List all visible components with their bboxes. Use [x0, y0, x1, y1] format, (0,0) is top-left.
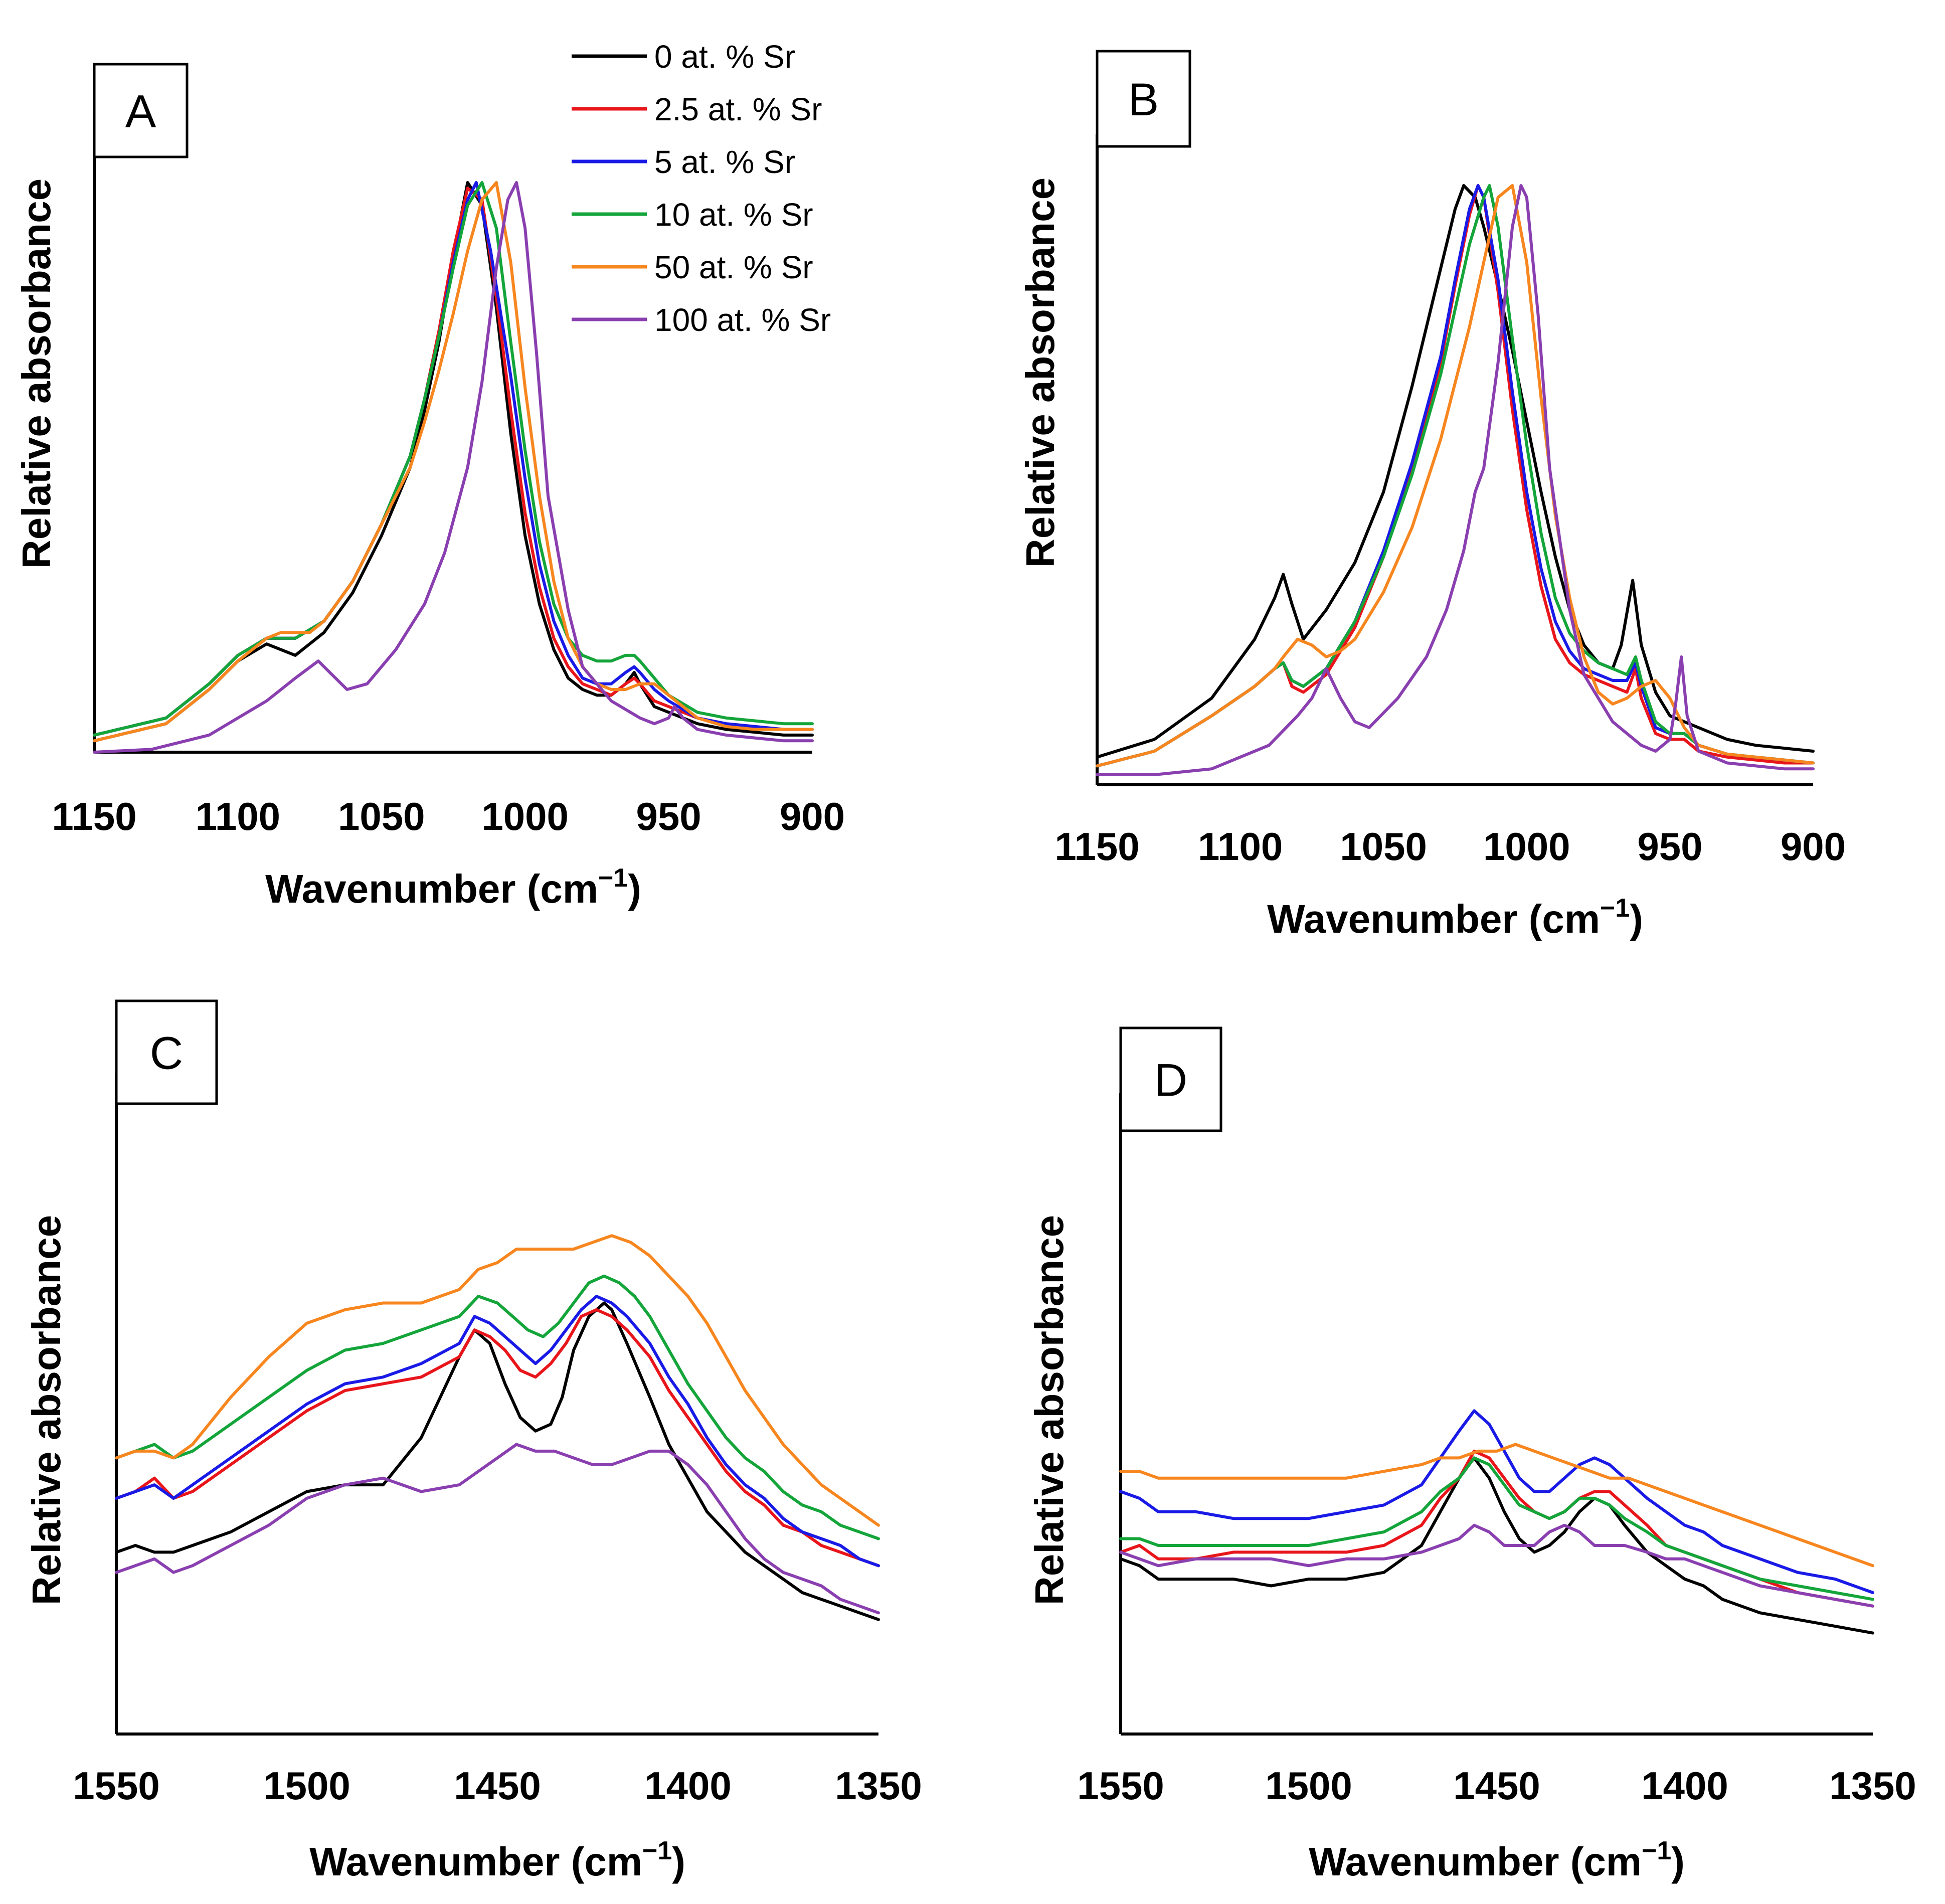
series-line-10--pct-sr: [1119, 1456, 1874, 1601]
x-tick-label: 1050: [338, 794, 425, 838]
legend-item: 100 at. % Sr: [572, 302, 831, 338]
x-tick-label: 1000: [1483, 824, 1570, 869]
y-axis-title: Relative absorbance: [1018, 178, 1063, 568]
legend-label: 100 at. % Sr: [654, 302, 831, 338]
panel-label-box: [115, 999, 218, 1105]
panel-label: D: [1154, 1055, 1187, 1106]
panel-label-box: [1119, 1026, 1222, 1132]
legend-label: 50 at. % Sr: [654, 249, 813, 285]
chart-panel-d: 1550 1500 1450 1400 1350 D Relative absorbance…: [1027, 1026, 1916, 1884]
x-tick-label: 1550: [1077, 1764, 1164, 1808]
x-tick-label: 950: [1637, 824, 1702, 869]
x-tick-label: 900: [780, 794, 845, 838]
x-tick-label: 1450: [1453, 1764, 1540, 1808]
x-tick-label: 1400: [644, 1764, 732, 1808]
series-line-2-5.-pct-sr: [115, 1308, 880, 1568]
series-line-50--pct-sr: [115, 1234, 880, 1527]
legend-item: 0 at. % Sr: [572, 39, 795, 75]
y-axis-title: Relative absorbance: [14, 179, 59, 569]
x-tick-label: 1100: [1198, 824, 1283, 869]
x-tick-label: 1400: [1641, 1764, 1728, 1808]
series-line-10--pct-sr: [115, 1274, 880, 1540]
x-tick-label: 1500: [1265, 1764, 1352, 1808]
legend-item: 5 at. % Sr: [572, 144, 795, 180]
panel-label-box: [93, 63, 189, 158]
series-line-5--pct-sr: [115, 1295, 880, 1568]
series-line-100--pct-sr: [1096, 184, 1815, 776]
x-tick-label: 1150: [52, 794, 136, 838]
x-tick-label: 1000: [481, 794, 569, 838]
legend-item: 50 at. % Sr: [572, 249, 813, 285]
legend-label: 0 at. % Sr: [654, 39, 795, 75]
legend-label: 2.5 at. % Sr: [654, 91, 822, 127]
series-line-100--pct-sr: [115, 1443, 880, 1615]
x-tick-label: 900: [1781, 824, 1846, 869]
legend-label: 5 at. % Sr: [654, 144, 795, 180]
x-tick-label: 1100: [196, 794, 280, 838]
legend-item: 2.5 at. % Sr: [572, 91, 822, 127]
x-tick-label: 1350: [1829, 1764, 1916, 1808]
series-line-50--pct-sr: [1119, 1443, 1874, 1568]
x-axis-title: Wavenumber (cm−1): [1309, 1836, 1685, 1884]
series-line-0--pct-sr: [93, 181, 814, 743]
panel-label-box: [1096, 50, 1191, 148]
legend-label: 10 at. % Sr: [654, 197, 813, 233]
series-line-0--pct-sr: [1096, 184, 1815, 759]
series-line-0--pct-sr: [115, 1301, 880, 1621]
panel-label: B: [1128, 74, 1159, 125]
series-line-100--pct-sr: [1119, 1523, 1874, 1608]
y-axis-title: Relative absorbance: [1027, 1215, 1072, 1605]
series-line-100--pct-sr: [93, 181, 814, 754]
legend: 0 at. % Sr 2.5 at. % Sr 5 at. % Sr 10 at. %…: [572, 39, 831, 338]
chart-panel-c: 1550 1500 1450 1400 1350 C Relative absorbance…: [24, 999, 922, 1884]
x-axis-title: Wavenumber (cm−1): [309, 1836, 685, 1884]
series-line-50--pct-sr: [93, 181, 814, 743]
x-tick-label: 1150: [1054, 824, 1139, 869]
x-axis-title: Wavenumber (cm−1): [1267, 894, 1643, 941]
x-axis-title: Wavenumber (cm−1): [265, 863, 641, 911]
x-tick-label: 1050: [1340, 824, 1427, 869]
x-tick-label: 1350: [835, 1764, 922, 1808]
series-line-5--pct-sr: [1119, 1409, 1874, 1594]
legend-item: 10 at. % Sr: [572, 197, 813, 233]
x-tick-label: 1450: [454, 1764, 541, 1808]
panel-label: C: [150, 1028, 183, 1079]
panel-label: A: [125, 86, 156, 137]
chart-panel-a: 1150 1100 1050 1000 950 900 A Relative absorban…: [14, 63, 845, 911]
chart-panel-b: 1150 1100 1050 1000 950 900 B Relative absorban…: [1018, 50, 1846, 941]
x-tick-label: 1550: [73, 1764, 160, 1808]
x-tick-label: 950: [636, 794, 701, 838]
y-axis-title: Relative absorbance: [24, 1215, 69, 1605]
x-tick-label: 1500: [263, 1764, 350, 1808]
series-line-10--pct-sr: [93, 181, 814, 737]
